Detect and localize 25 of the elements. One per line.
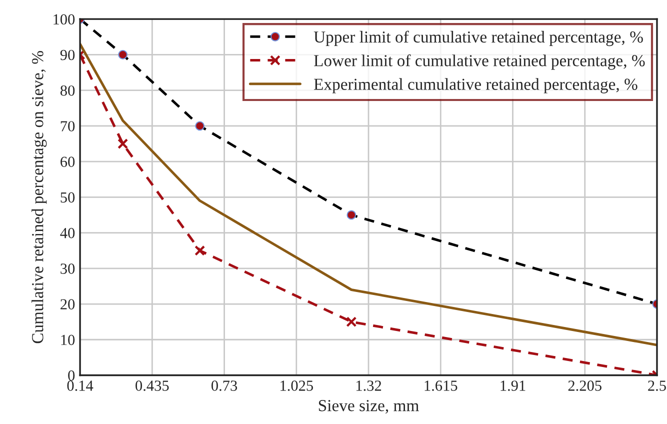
- x-tick-label: 0.14: [67, 380, 94, 391]
- y-tick-label: 60: [60, 156, 75, 167]
- y-tick-label: 20: [60, 299, 75, 310]
- y-tick-label: 10: [61, 334, 75, 346]
- x-tick-label: 1.025: [280, 380, 313, 391]
- y-tick-label: 30: [60, 264, 75, 274]
- x-tick-label: 1.32: [356, 380, 382, 391]
- legend-label: Upper limit of cumulative retained percentage, %: [314, 30, 643, 46]
- y-tick-label: 90: [60, 50, 75, 60]
- y-tick-label: 70: [60, 121, 75, 132]
- legend-label: Lower limit of cumulative retained percentage, %: [314, 54, 645, 70]
- y-axis-title: Cumulative retained percentage on sieve, %: [32, 51, 47, 344]
- y-tick-label: 0: [68, 370, 75, 381]
- x-tick-label: 0.435: [136, 380, 169, 391]
- y-tick-label: 50: [60, 192, 75, 203]
- y-tick-label: 80: [60, 85, 75, 96]
- y-tick-label: 100: [54, 14, 75, 25]
- x-tick-label: 1.615: [424, 380, 458, 391]
- y-tick-label: 40: [60, 228, 75, 238]
- x-tick-label: 2.205: [568, 380, 602, 391]
- legend-label: Experimental cumulative retained percentage, %: [314, 78, 638, 94]
- x-tick-label: 0.73: [211, 380, 238, 391]
- x-tick-label: 1.91: [500, 380, 526, 391]
- x-axis-title: Sieve size, mm: [318, 400, 419, 414]
- x-tick-label: 2.5: [648, 380, 666, 391]
